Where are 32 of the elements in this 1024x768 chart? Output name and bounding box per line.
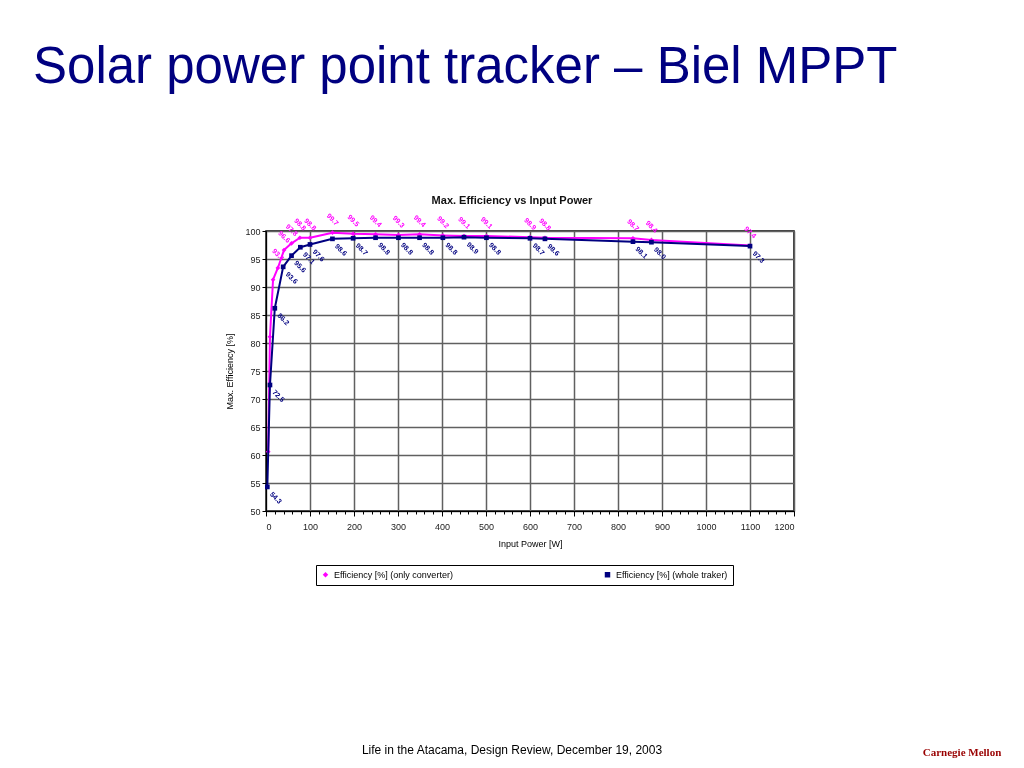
x-tick-label: 600 <box>522 521 539 532</box>
y-tick-label: 90 <box>250 282 261 293</box>
x-tick-label: 0 <box>266 521 272 532</box>
y-tick-label: 100 <box>245 226 261 237</box>
y-tick-label: 50 <box>250 506 261 517</box>
y-tick-label: 55 <box>250 478 261 489</box>
text: Carnegie Mellon <box>922 746 1002 758</box>
x-tick-label: 700 <box>566 521 583 532</box>
y-tick-label: 70 <box>250 394 261 405</box>
y-tick-label: 75 <box>250 366 261 377</box>
y-tick-label: 80 <box>250 338 261 349</box>
y-axis-title: Max. Efficiency [%] <box>225 333 236 410</box>
chart-title: Solar power point tracker – Biel MPPT <box>33 37 898 94</box>
chart-subtitle: Max. Efficiency vs Input Power <box>431 194 594 206</box>
x-tick-label: 100 <box>302 521 319 532</box>
x-tick-label: 1200 <box>774 521 795 532</box>
y-tick-label: 65 <box>250 422 261 433</box>
x-axis-title: Input Power [W] <box>498 538 563 549</box>
x-tick-label: 500 <box>478 521 495 532</box>
y-tick-label: 60 <box>250 450 261 461</box>
text: Life in the Atacama, Design Review, December 19, 2003 <box>361 743 663 757</box>
x-tick-label: 300 <box>390 521 407 532</box>
y-tick-label: 85 <box>250 310 261 321</box>
x-tick-label: 900 <box>654 521 671 532</box>
y-tick-label: 95 <box>250 254 261 265</box>
x-tick-label: 1100 <box>740 521 761 532</box>
x-tick-label: 400 <box>434 521 451 532</box>
legend-label: Efficiency [%] (only converter) <box>334 569 453 580</box>
legend-label: Efficiency [%] (whole traker) <box>616 569 728 580</box>
x-tick-label: 800 <box>610 521 627 532</box>
x-tick-label: 1000 <box>696 521 717 532</box>
x-tick-label: 200 <box>346 521 363 532</box>
